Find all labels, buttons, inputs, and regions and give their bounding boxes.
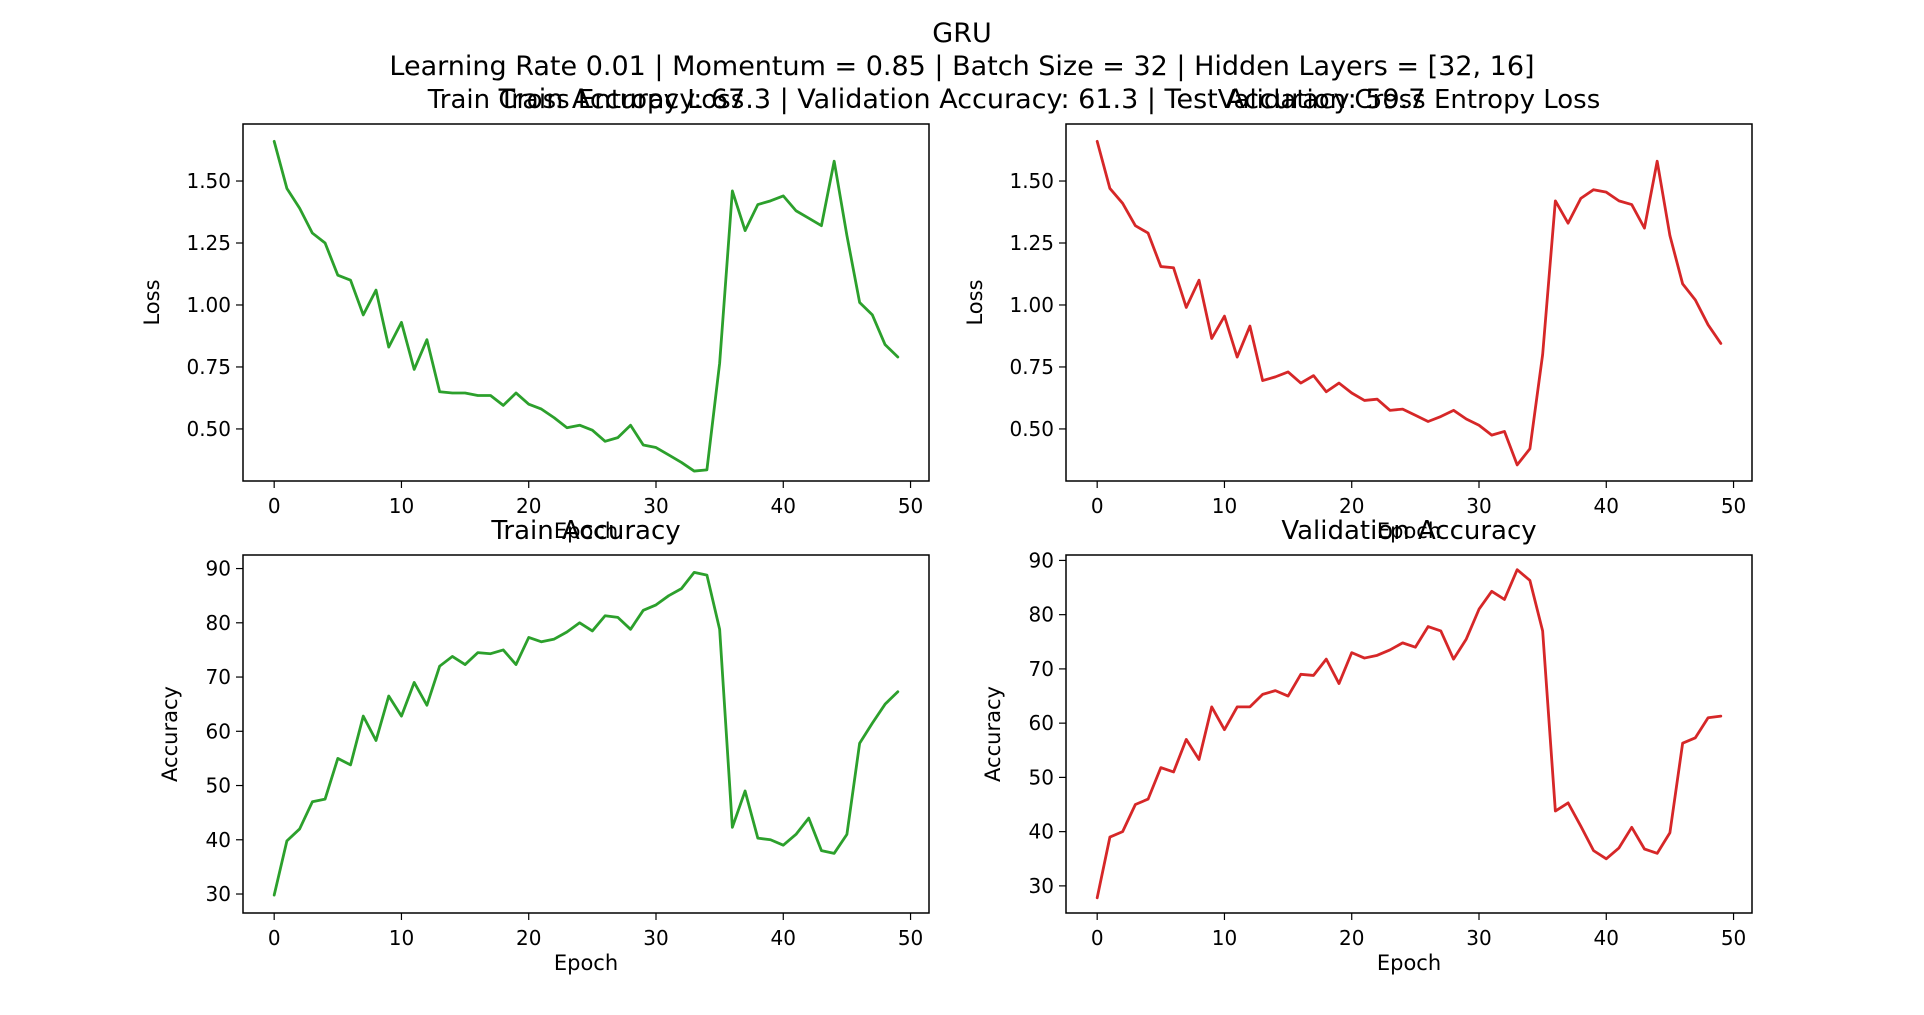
validation-loss-xtick-label: 20 [1339,494,1364,518]
train-accuracy-xtick-label: 50 [898,926,923,950]
train-accuracy-panel: 0 10 20 30 40 50 30 40 50 60 70 80 90 Epoch Accuracy Tr… [158,516,930,975]
train-accuracy-line-0 [272,570,900,897]
train-accuracy-ytick-label: 40 [206,828,231,852]
validation-accuracy-line-0 [1095,568,1723,900]
train-accuracy-xtick-label: 40 [771,926,796,950]
validation-loss-title: Validation Cross Entropy Loss [1218,85,1601,115]
validation-accuracy-xtick-label: 50 [1721,926,1746,950]
validation-accuracy-ytick-label: 40 [1029,820,1054,844]
validation-loss-xlabel: Epoch [1377,519,1441,543]
validation-loss-ylabel: Loss [963,279,987,325]
train-accuracy-xtick-label: 0 [268,926,281,950]
validation-accuracy-xlabel: Epoch [1377,951,1441,975]
validation-accuracy-xtick-label: 40 [1594,926,1619,950]
figure-title-line-3: Train Accuracy: 67.3 | Validation Accura… [498,84,1426,115]
validation-accuracy-xtick-label: 10 [1212,926,1237,950]
train-loss-xtick-label: 30 [643,494,668,518]
train-loss-ytick-label: 1.50 [186,169,231,193]
train-accuracy-ytick-label: 90 [206,557,231,581]
train-accuracy-ytick-label: 50 [206,774,231,798]
train-accuracy-xlabel: Epoch [554,951,618,975]
validation-loss-xtick-label: 10 [1212,494,1237,518]
validation-accuracy-ytick-label: 60 [1029,711,1054,735]
validation-accuracy-ytick-label: 80 [1029,603,1054,627]
validation-accuracy-title: Validation Accuracy [1281,516,1536,546]
train-loss-ytick-label: 1.25 [186,231,231,255]
validation-loss-xtick-label: 50 [1721,494,1746,518]
validation-accuracy-xtick-label: 20 [1339,926,1364,950]
validation-loss-line-0 [1095,139,1723,467]
train-loss-ytick-label: 1.00 [186,293,231,317]
validation-accuracy-xtick-label: 30 [1466,926,1491,950]
train-loss-xtick-label: 10 [389,494,414,518]
train-accuracy-title: Train Accuracy [490,516,680,546]
validation-loss-ytick-label: 1.00 [1009,293,1054,317]
train-loss-xtick-label: 20 [516,494,541,518]
train-accuracy-ytick-label: 80 [206,611,231,635]
train-loss-axes-frame [242,123,930,482]
train-accuracy-xtick-label: 30 [643,926,668,950]
validation-loss-xtick-label: 30 [1466,494,1491,518]
validation-loss-axes-frame [1065,123,1753,482]
validation-accuracy-ytick-label: 30 [1029,874,1054,898]
validation-loss-panel: 0 10 20 30 40 50 0.50 0.75 1.00 1.25 1.50 Epoch Loss… [963,85,1753,543]
train-loss-line-0 [272,139,900,473]
train-loss-ytick-label: 0.75 [186,355,231,379]
train-accuracy-xtick-label: 20 [516,926,541,950]
train-accuracy-ylabel: Accuracy [158,686,182,782]
train-loss-xtick-label: 50 [898,494,923,518]
validation-accuracy-panel: 0 10 20 30 40 50 30 40 50 60 70 80 90 Epoch Accuracy Va… [981,516,1753,975]
validation-accuracy-ytick-label: 90 [1029,548,1054,572]
train-loss-xtick-label: 40 [771,494,796,518]
train-loss-xlabel: Epoch [554,519,618,543]
figure-title-line-2: Learning Rate 0.01 | Momentum = 0.85 | B… [389,51,1534,82]
train-loss-ytick-label: 0.50 [186,417,231,441]
validation-loss-ytick-label: 1.25 [1009,231,1054,255]
train-accuracy-axes-frame [242,554,930,914]
train-accuracy-ytick-label: 60 [206,719,231,743]
train-loss-ylabel: Loss [140,279,164,325]
train-loss-xtick-label: 0 [268,494,281,518]
validation-loss-ytick-label: 0.50 [1009,417,1054,441]
train-accuracy-ytick-label: 30 [206,882,231,906]
validation-accuracy-ytick-label: 50 [1029,765,1054,789]
validation-loss-ytick-label: 1.50 [1009,169,1054,193]
validation-accuracy-ytick-label: 70 [1029,657,1054,681]
subplot-grid: 0 10 20 30 40 50 0.50 0.75 1.00 1.25 1.50 Epoch Loss… [140,85,1753,975]
validation-accuracy-axes-frame [1065,554,1753,914]
figure-title-line-1: GRU [932,18,991,49]
validation-loss-xtick-label: 0 [1091,494,1104,518]
validation-loss-xtick-label: 40 [1594,494,1619,518]
validation-accuracy-ylabel: Accuracy [981,686,1005,782]
train-accuracy-xtick-label: 10 [389,926,414,950]
train-loss-panel: 0 10 20 30 40 50 0.50 0.75 1.00 1.25 1.50 Epoch Loss… [140,85,930,543]
train-accuracy-ytick-label: 70 [206,665,231,689]
train-loss-title: Train Cross Entropy Loss [427,85,745,115]
validation-loss-ytick-label: 0.75 [1009,355,1054,379]
validation-accuracy-xtick-label: 0 [1091,926,1104,950]
